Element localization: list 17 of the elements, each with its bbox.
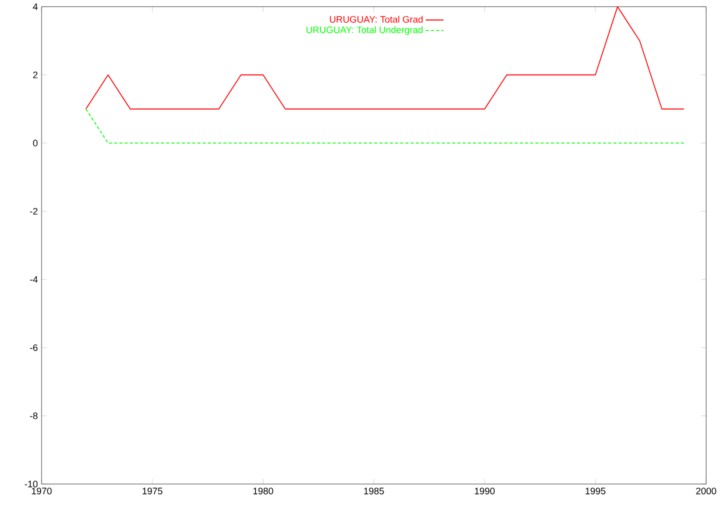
y-tick-label: -2 (30, 208, 38, 215)
x-tick-label: 1970 (32, 488, 52, 494)
y-tick-label: -8 (30, 412, 38, 420)
y-tick-label: -4 (30, 276, 38, 283)
y-tick-label: -10 (24, 480, 38, 488)
y-tick-label: 4 (32, 4, 38, 10)
x-tick-label: 1980 (253, 488, 274, 494)
legend-label: URUGUAY: Total Grad (330, 16, 423, 23)
x-tick-label: 1995 (586, 488, 606, 494)
y-tick-label: 0 (33, 140, 38, 146)
x-tick-label: 1985 (364, 488, 384, 494)
x-tick-label: 2000 (696, 488, 716, 494)
legend-label: URUGUAY: Total Undergrad (306, 26, 423, 36)
y-tick-label: 2 (33, 72, 38, 78)
x-tick-label: 1975 (142, 488, 162, 494)
x-tick-label: 1990 (474, 488, 495, 494)
y-tick-label: -6 (30, 344, 38, 352)
